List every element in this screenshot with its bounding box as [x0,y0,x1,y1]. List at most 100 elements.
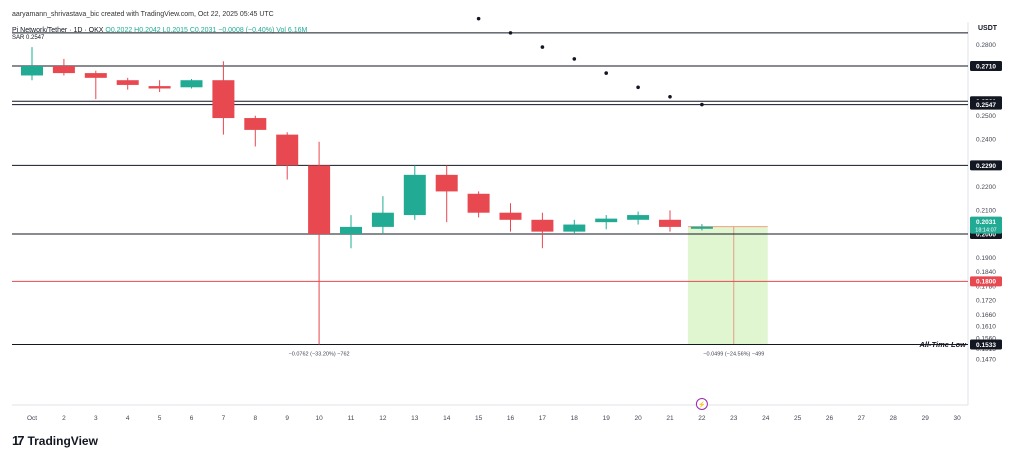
candle-body [340,226,362,234]
symbol-legend: Pi Network/Tether · 1D · OKX O0.2022 H0.… [12,27,307,34]
x-tick-label: 8 [253,415,257,422]
x-tick-label: 17 [539,415,547,422]
x-tick-label: Oct [27,415,37,422]
price-axis-unit: USDT [978,25,998,32]
price-tag-label: 0.2547 [976,102,996,109]
sar-dot [508,31,513,35]
sar-dot [476,16,481,21]
x-tick-label: 25 [794,415,802,422]
candle-body [371,212,394,227]
x-tick-label: 11 [348,415,355,422]
event-marker [695,398,708,410]
candle-body [276,134,299,166]
y-tick-label: 0.2800 [976,42,996,49]
candle-body [52,66,75,74]
price-tag [970,61,1002,71]
sar-dot [572,57,577,61]
candle-body [244,118,267,130]
y-tick-label: 0.1780 [976,283,996,290]
price-tag-label: 0.1533 [976,342,996,349]
x-tick-label: 24 [762,415,770,422]
all-time-low-label: All-Time Low [918,340,967,349]
x-tick-label: 26 [826,415,834,422]
x-tick-label: 4 [126,415,130,422]
candle-body [148,86,171,89]
x-tick-label: 6 [190,415,194,422]
x-tick-label: 19 [603,415,611,422]
candle-body [467,193,490,213]
x-tick-label: 5 [158,415,162,422]
target-zone [687,226,768,345]
y-tick-label: 0.1720 [976,298,996,305]
price-tag-label: 0.2290 [976,163,996,170]
symbol-name: Pi Network/Tether · 1D · OKX [12,27,104,34]
sar-dot [540,45,545,49]
candle-body [403,174,426,216]
x-tick-label: 29 [922,415,930,422]
sar-legend: SAR 0.2547 [12,35,45,41]
tradingview-logo-icon: 17 [12,433,25,448]
x-tick-label: 27 [858,415,866,422]
x-tick-label: 30 [953,415,961,422]
price-tag-label: 0.2000 [976,231,996,238]
x-tick-label: 23 [730,415,738,422]
ohlc-values: O0.2022 H0.2042 L0.2015 C0.2031 −0.0008 … [105,27,275,34]
candle-body [627,215,650,220]
y-tick-label: 0.2400 [976,137,996,144]
y-tick-label: 0.1610 [976,324,996,331]
sar-dot [604,71,608,75]
y-tick-label: 0.2200 [976,184,996,191]
x-tick-label: 28 [890,415,898,422]
current-price-tag [970,216,1002,234]
measure-label-oct10: −0.0762 (−33.20%) −762 [289,352,350,358]
x-tick-label: 9 [285,415,289,422]
candle-body [84,73,107,78]
candle-body [659,219,681,227]
volume-value: Vol 6.16M [276,27,308,34]
y-tick-label: 0.1900 [976,255,996,262]
price-tag-label: 0.2710 [976,63,996,70]
candle-body [563,224,586,232]
x-tick-label: 3 [94,415,98,422]
price-tag [970,99,1002,110]
candle-body [212,80,235,119]
y-tick-label: 0.1470 [976,357,996,364]
x-tick-label: 16 [507,415,515,422]
x-tick-label: 20 [634,415,642,422]
candle-body [595,218,618,223]
candle-body [499,212,522,220]
event-marker-icon: ⚡ [698,401,705,409]
y-tick-label: 0.1660 [976,312,996,319]
x-tick-label: 18 [571,415,579,422]
sar-dot [700,102,704,107]
candle-body [180,80,203,88]
countdown-label: 18:14:07 [975,227,996,233]
x-tick-label: 7 [222,415,226,422]
y-tick-label: 0.1840 [976,269,996,276]
tradingview-logo[interactable]: 17 TradingView [12,433,98,448]
candle-body [531,219,554,232]
price-tag-label: 0.1800 [976,279,996,286]
y-tick-label: 0.2500 [976,113,996,120]
chart-credit: aaryamann_shrivastava_bic created with T… [12,11,274,18]
measure-label-target: −0.0499 (−24.56%) −499 [703,352,764,358]
candle-body [435,174,458,192]
y-tick-label: 0.1560 [976,335,996,342]
y-tick-label: 0.2100 [976,208,996,215]
candle-body [21,66,43,76]
current-price-label: 0.2031 [976,219,996,226]
x-tick-label: 22 [698,415,706,422]
sar-dot [668,94,672,99]
candle-body [308,165,331,234]
candle-body [690,226,713,229]
x-tick-label: 12 [379,415,387,422]
x-tick-label: 15 [475,415,483,422]
price-tag [970,160,1002,171]
x-tick-label: 2 [62,415,66,422]
y-tick-label: 0.1515 [976,346,996,353]
price-tag [970,339,1002,350]
tradingview-logo-text: TradingView [27,433,98,448]
x-tick-label: 21 [666,415,674,422]
price-tag [970,276,1002,287]
